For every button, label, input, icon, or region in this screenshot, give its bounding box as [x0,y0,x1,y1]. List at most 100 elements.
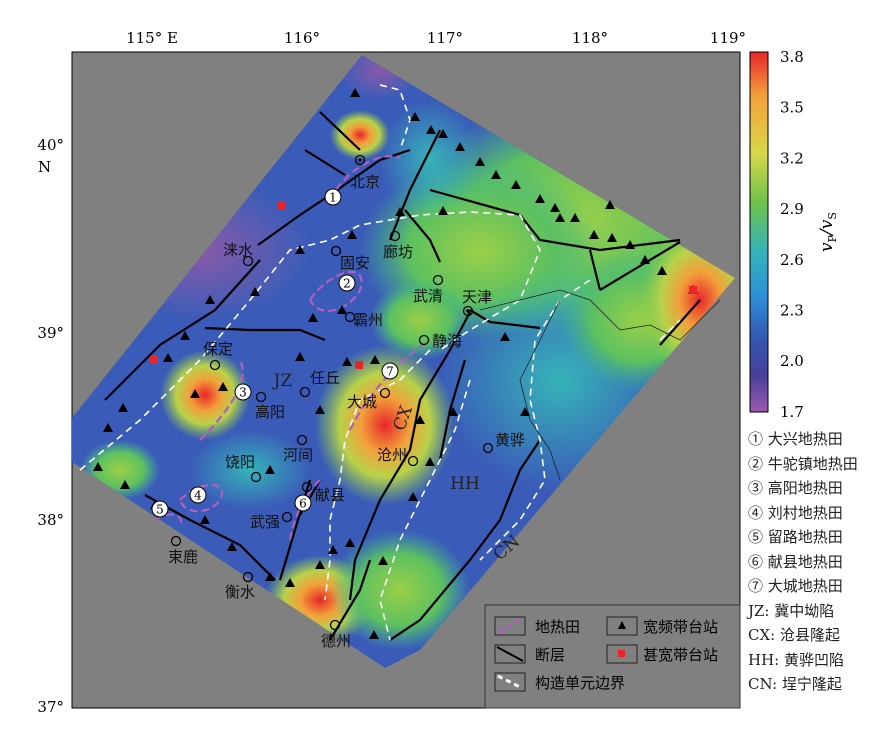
broadband-station-icon [315,405,325,414]
tectonic-unit-label: JZ [272,371,293,391]
city-marker-icon [389,230,401,242]
broadband-station-icon [438,129,448,138]
broadband-station-icon [337,305,347,314]
colorbar-tick-label: 2.3 [780,302,804,320]
broadband-stations [93,88,698,639]
tectonic-boundaries [79,84,681,641]
broadband-station-icon [555,213,565,222]
lon-tick-label: 115° E [126,29,178,47]
broadband-station-icon [285,578,295,587]
city-label: 束鹿 [168,548,198,566]
broadband-station-icon [475,157,485,166]
city-label: 黄骅 [495,431,525,449]
city-label: 饶阳 [225,453,255,471]
broadband-station-icon [93,462,103,471]
city-marker-dot [358,158,362,162]
lon-tick-label: 118° [572,29,608,47]
colorbar-tick-label: 1.7 [780,403,804,421]
city-label: 北京 [350,173,380,191]
city-label: 天津 [462,288,492,306]
broadband-station-icon [425,457,435,466]
field-number-badge [324,188,342,206]
axis-ticks: 115° E 116° 117° 118° 119° 40° 39° 38° 37° N [37,29,746,716]
broadband-station-icon [180,331,190,340]
lon-tick-label: 116° [284,29,320,47]
broadband-station-icon [607,233,617,242]
legend-entry: CX: 沧县隆起 [748,626,840,644]
broadband-station-icon [265,572,275,581]
broadband-station-icon [227,542,237,551]
field-number: 5 [156,503,164,517]
legend-entry: CN: 埕宁隆起 [748,675,842,693]
field-number: 3 [239,386,247,400]
broadband-station-icon [250,287,260,296]
city-marker-icon [407,455,419,467]
city-label: 霸州 [353,311,383,329]
broadband-station-icon [120,480,130,489]
colorbar-tick-label: 3.5 [780,99,804,117]
svg-text:构造单元边界: 构造单元边界 [535,674,625,692]
svg-text:断层: 断层 [535,646,565,664]
broadband-station-icon [535,194,545,203]
lat-tick-label: 37° [37,698,64,716]
colorbar-label: vP/vS [817,212,839,252]
city-marker-icon [242,255,254,267]
broadband-station-icon [438,206,448,215]
broadband-station-icon [625,240,635,249]
broadband-station-icon [295,352,305,361]
city-marker-icon [296,434,308,446]
broadband-station-icon [163,353,173,362]
city-label: 沧州 [377,446,407,464]
broadband-station-icon [520,407,530,416]
broadband-station-icon [308,313,318,322]
city-marker-icon [255,391,267,403]
broadband-station-icon [328,545,338,554]
city-label: 廊坊 [383,243,413,261]
city-label: 河间 [283,446,313,464]
tectonic-unit-label: HH [450,474,480,494]
broadband-station-icon [605,200,615,209]
city-label: 保定 [203,340,233,358]
legend-entry: JZ: 冀中坳陷 [748,601,835,620]
lat-tick-label: 38° [37,511,64,529]
map-legend: 地热田 宽频带台站 断层 甚宽带台站 构造单元边界 [484,604,741,709]
legend-entry: ④ 刘村地热田 [748,503,843,522]
broadband-station-icon [118,403,128,412]
broadband-station-icon [218,382,228,391]
field-number-badge [151,500,169,518]
city-label: 涞水 [223,241,253,259]
city-label: 德州 [321,632,351,650]
city-label: 任丘 [310,369,340,387]
legend-entry: ⑤ 留路地热田 [748,528,843,546]
lon-tick-label: 119° [710,29,746,47]
very-broadband-station-icon [150,356,158,364]
colorbar [749,51,769,413]
field-number-badge [338,274,356,292]
city-label: 武清 [413,287,443,305]
very-broadband-station-icon [689,286,697,294]
colorbar-ticks: 3.8 3.5 3.2 2.9 2.6 2.3 2.0 1.7 [780,48,804,421]
colorbar-tick-label: 2.0 [780,352,804,370]
city-marker-icon [281,511,293,523]
broadband-station-icon [491,170,501,179]
broadband-station-icon [448,407,458,416]
city-marker-icon [329,619,341,631]
legend-entry: ⑥ 献县地热田 [748,552,843,571]
broadband-station-icon [205,295,215,304]
city-label: 武强 [250,513,280,531]
geothermal-fields [154,155,431,541]
city-label: 高阳 [255,403,285,421]
broadband-station-icon [657,266,667,275]
lat-unit-label: N [38,158,51,176]
city-marker-icon [170,535,182,547]
colorbar-tick-label: 3.8 [780,48,804,66]
lat-tick-label: 39° [37,324,64,342]
broadband-station-icon [378,556,388,565]
city-marker-icon [418,334,430,346]
svg-text:甚宽带台站: 甚宽带台站 [643,646,718,664]
city-marker-icon [344,311,356,323]
city-label: 大城 [347,393,377,411]
city-marker-icon [250,471,262,483]
